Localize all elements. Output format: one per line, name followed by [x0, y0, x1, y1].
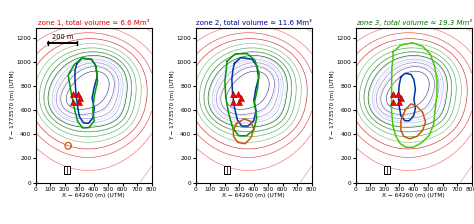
- Y-axis label: Y − 1773570 (m) (UTM): Y − 1773570 (m) (UTM): [170, 70, 175, 140]
- Text: 200 m: 200 m: [52, 34, 73, 40]
- Title: zone 3, total volume ≈ 19.3 Mm³: zone 3, total volume ≈ 19.3 Mm³: [356, 19, 472, 26]
- Bar: [224, 166, 230, 174]
- Bar: [384, 166, 391, 174]
- Title: zone 1, total volume ≈ 6.6 Mm³: zone 1, total volume ≈ 6.6 Mm³: [38, 19, 149, 26]
- Bar: [64, 166, 70, 174]
- Title: zone 2, total volume ≈ 11.6 Mm³: zone 2, total volume ≈ 11.6 Mm³: [196, 19, 311, 26]
- Y-axis label: Y − 1773570 (m) (UTM): Y − 1773570 (m) (UTM): [330, 70, 335, 140]
- X-axis label: X − 64260 (m) (UTM): X − 64260 (m) (UTM): [222, 193, 285, 198]
- X-axis label: X − 64260 (m) (UTM): X − 64260 (m) (UTM): [62, 193, 125, 198]
- X-axis label: X − 64260 (m) (UTM): X − 64260 (m) (UTM): [382, 193, 445, 198]
- Y-axis label: Y − 1773570 (m) (UTM): Y − 1773570 (m) (UTM): [10, 70, 15, 140]
